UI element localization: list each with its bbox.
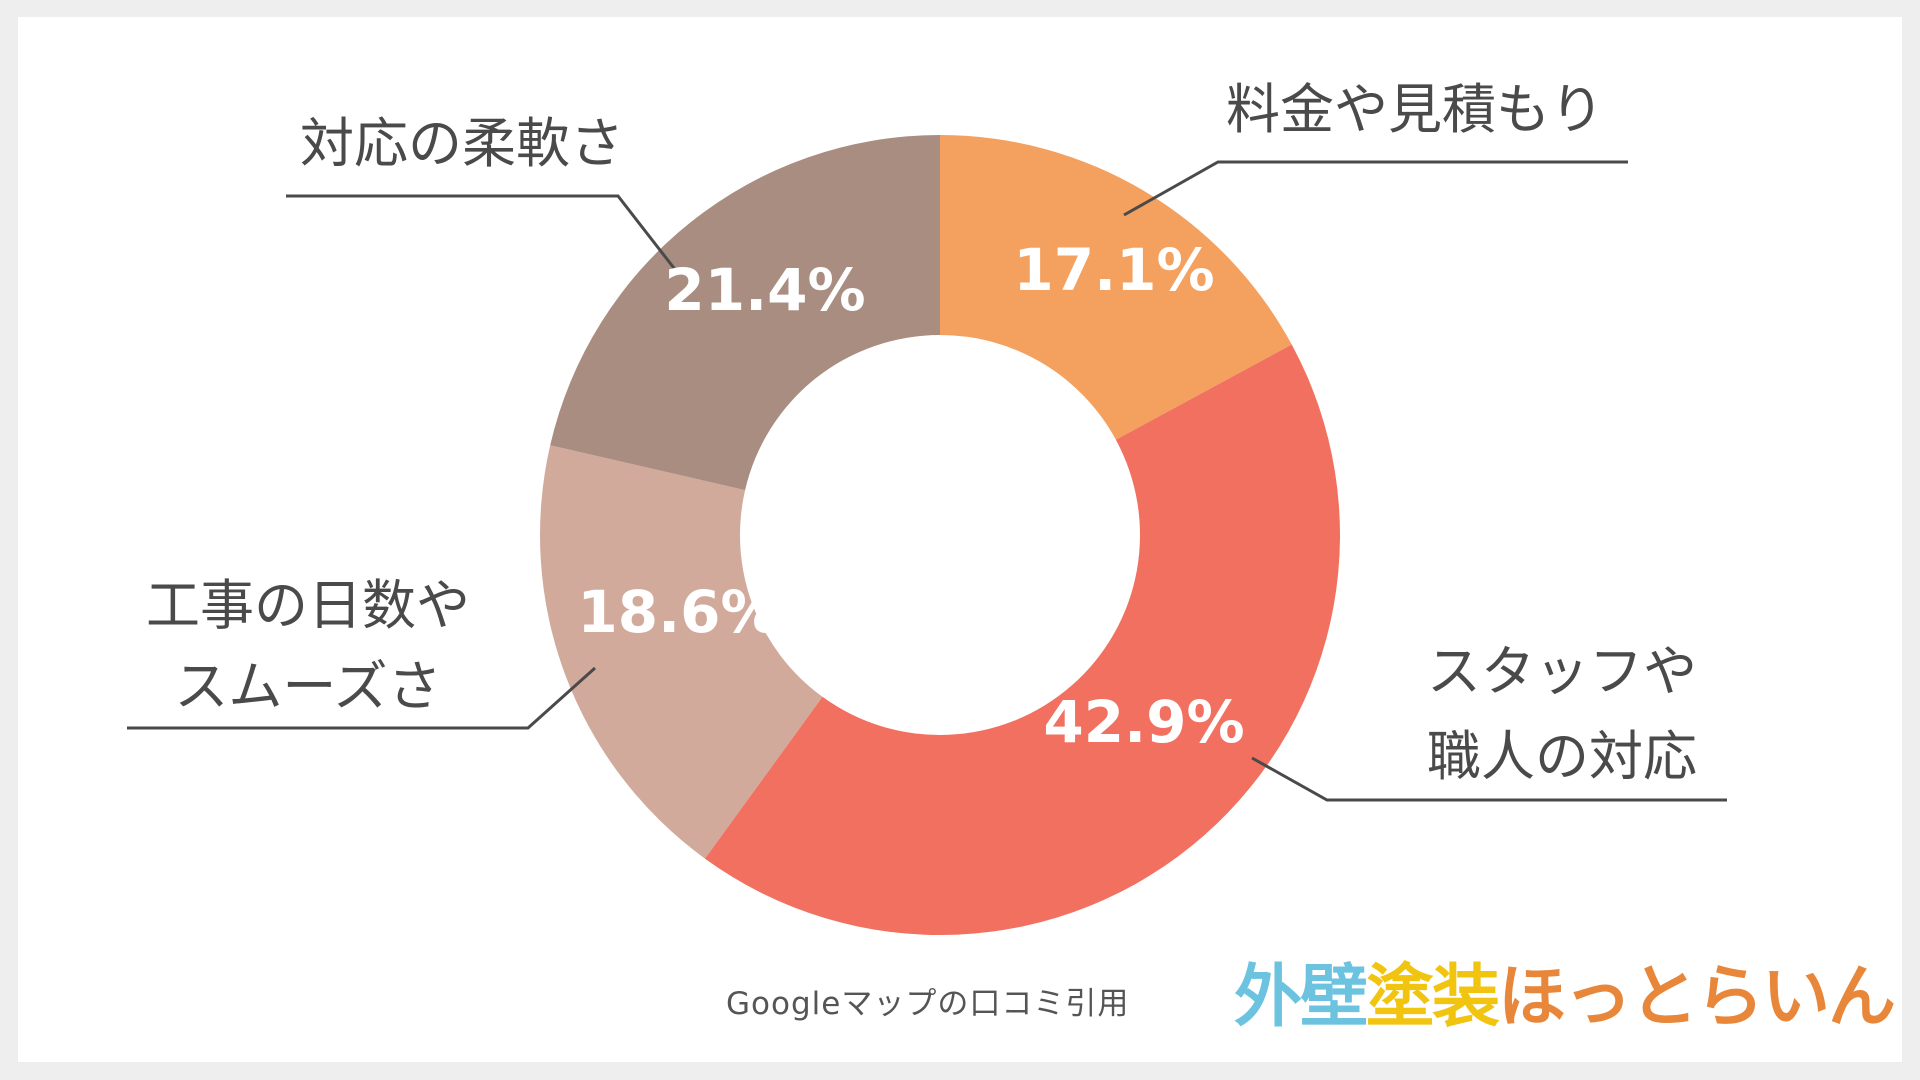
value-label-1: 17.1%: [1013, 236, 1214, 304]
logo-part-2: 塗装: [1365, 957, 1501, 1038]
logo-part-1: 外壁: [1233, 957, 1369, 1038]
category-label-4: 対応の柔軟さ: [300, 112, 624, 175]
value-labels: 17.1% 42.9% 18.6% 21.4%: [577, 236, 1244, 756]
category-label-2: スタッフや職人の対応: [1427, 640, 1697, 788]
logo-part-3: ほっとらいん: [1497, 957, 1897, 1038]
leader-line-1: [1123, 160, 1628, 217]
category-label-3: 工事の日数やスムーズさ: [146, 574, 470, 718]
category-label-1: 料金や見積もり: [1226, 78, 1604, 141]
value-label-3: 18.6%: [577, 578, 778, 646]
leader-line-2: [1251, 756, 1727, 802]
value-label-2: 42.9%: [1043, 688, 1244, 756]
donut-slice-4: [550, 135, 940, 491]
donut-slice-1: [940, 135, 1292, 440]
brand-logo: 外壁 塗装 ほっとらいん: [1233, 940, 1897, 1040]
leader-line-3: [127, 666, 597, 730]
value-label-4: 21.4%: [664, 256, 865, 324]
leader-lines: [127, 160, 1727, 802]
donut-slice-2: [704, 344, 1340, 935]
donut-slice-3: [540, 445, 823, 859]
source-note: Googleマップの口コミ引用: [726, 986, 1130, 1022]
leader-line-4: [286, 194, 679, 273]
donut-slices: [540, 135, 1340, 935]
